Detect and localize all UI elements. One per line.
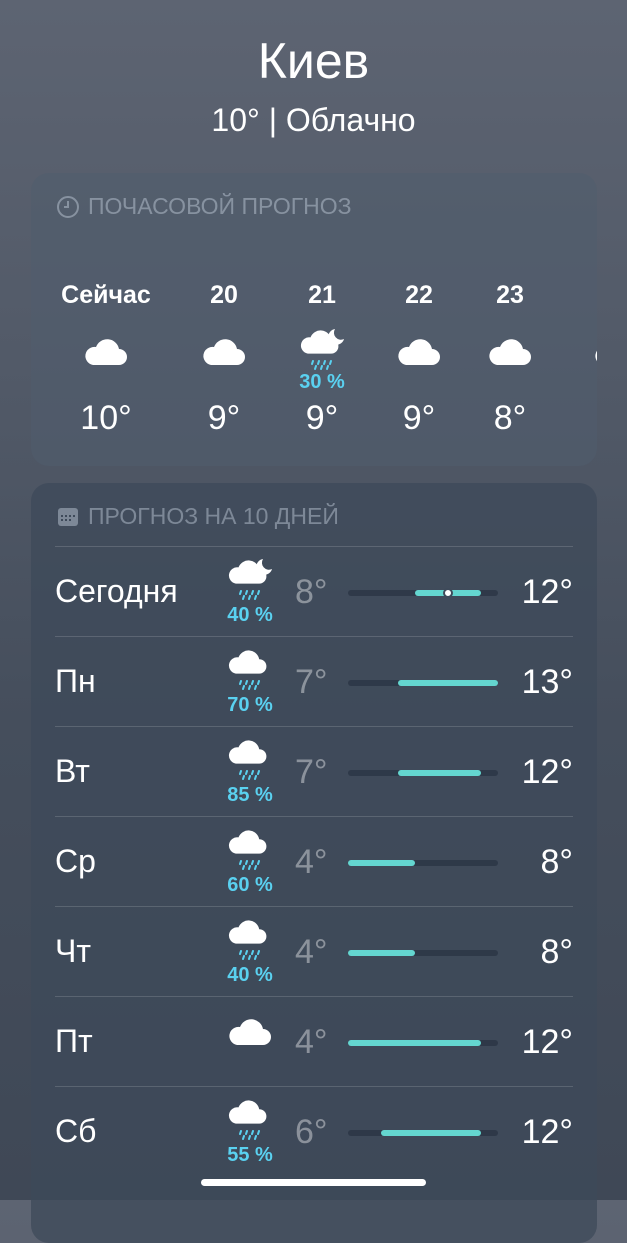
cloud-icon xyxy=(229,1019,271,1045)
cloud-icon xyxy=(595,350,597,362)
temp-range-track xyxy=(348,680,498,686)
hourly-item: 22 9° xyxy=(364,281,474,438)
low-temp: 7° xyxy=(295,663,328,701)
low-temp: 4° xyxy=(295,1023,328,1061)
hourly-item: 0 8° xyxy=(561,281,597,438)
hourly-header: ПОЧАСОВОЙ ПРОГНОЗ xyxy=(56,193,352,220)
city-name: Киев xyxy=(257,33,370,89)
cloud-rain-icon xyxy=(228,920,267,960)
hour-temp: 9° xyxy=(402,399,436,437)
temp-range-bar xyxy=(398,680,498,686)
day-label: Ср xyxy=(55,843,96,879)
hour-label: 23 xyxy=(496,281,524,309)
hourly-forecast-card[interactable]: ПОЧАСОВОЙ ПРОГНОЗ Сейчас 10° 20 9° 21 30 % 9° 2… xyxy=(31,173,597,466)
hour-label: 22 xyxy=(405,281,433,309)
day-label: Пт xyxy=(55,1023,93,1059)
precip-chance: 85 % xyxy=(227,784,273,806)
hourly-item: 20 9° xyxy=(169,281,279,438)
hour-label: Сейчас xyxy=(61,281,151,309)
cloud-rain-icon xyxy=(228,1100,267,1140)
precip-chance: 30 % xyxy=(299,371,345,393)
hour-label: 0 xyxy=(561,281,597,321)
precip-chance: 70 % xyxy=(227,694,273,716)
current-summary: 10° | Облачно xyxy=(211,102,416,138)
daily-header: ПРОГНОЗ НА 10 ДНЕЙ xyxy=(56,503,339,530)
temp-range-track xyxy=(348,588,498,598)
precip-chance: 40 % xyxy=(227,604,273,626)
low-temp: 4° xyxy=(295,933,328,971)
high-temp: 12° xyxy=(521,573,573,611)
temp-range-bar xyxy=(398,770,482,776)
temp-range-bar xyxy=(348,950,415,956)
high-temp: 12° xyxy=(521,753,573,791)
cloud-rain-icon xyxy=(228,830,267,870)
day-row[interactable]: Сегодня 40 % 8° 12° xyxy=(55,546,573,636)
temp-range-bar xyxy=(348,860,415,866)
hourly-title: ПОЧАСОВОЙ ПРОГНОЗ xyxy=(88,193,352,219)
hour-temp: 9° xyxy=(207,399,241,437)
high-temp: 12° xyxy=(521,1023,573,1061)
hourly-item: 23 8° xyxy=(455,281,565,438)
temp-range-track xyxy=(348,770,498,776)
day-label: Сегодня xyxy=(55,573,178,609)
day-row[interactable]: Чт 40 % 4° 8° xyxy=(55,906,573,996)
cloud-moon-rain-icon xyxy=(300,329,344,370)
precip-chance xyxy=(455,371,565,399)
temp-range-track xyxy=(348,1130,498,1136)
hourly-item: 21 30 % 9° xyxy=(267,281,377,438)
current-temp-dot xyxy=(443,588,453,598)
cloud-icon xyxy=(203,339,245,365)
high-temp: 12° xyxy=(521,1113,573,1151)
high-temp: 8° xyxy=(540,933,573,971)
cloud-icon xyxy=(489,339,531,365)
hourly-item: Сейчас 10° xyxy=(51,281,161,438)
hour-temp: 8° xyxy=(561,399,597,438)
high-temp: 13° xyxy=(521,663,573,701)
low-temp: 7° xyxy=(295,753,328,791)
day-label: Чт xyxy=(55,933,91,969)
cloud-icon xyxy=(85,339,127,365)
cloud-rain-icon xyxy=(228,740,267,780)
day-row[interactable]: Ср 60 % 4° 8° xyxy=(55,816,573,906)
low-temp: 6° xyxy=(295,1113,328,1151)
daily-forecast-card[interactable]: ПРОГНОЗ НА 10 ДНЕЙ Сегодня 40 % 8° 12° Пн 70 … xyxy=(31,483,597,1243)
day-row[interactable]: Пн 70 % 7° 13° xyxy=(55,636,573,726)
day-row[interactable]: Вт 85 % 7° 12° xyxy=(55,726,573,816)
cloud-icon xyxy=(398,339,440,365)
cloud-rain-icon xyxy=(228,650,267,690)
precip-chance: 55 % xyxy=(227,1144,273,1166)
cloud-moon-rain-icon xyxy=(228,559,272,600)
day-row[interactable]: Сб 55 % 6° 12° xyxy=(55,1086,573,1176)
calendar-icon xyxy=(58,507,78,526)
home-indicator[interactable] xyxy=(201,1179,426,1186)
precip-chance: 60 % xyxy=(227,874,273,896)
temp-range-bar xyxy=(381,1130,482,1136)
hour-temp: 8° xyxy=(493,399,527,437)
daily-title: ПРОГНОЗ НА 10 ДНЕЙ xyxy=(88,503,339,529)
temp-range-bar xyxy=(348,1040,482,1046)
hour-temp: 10° xyxy=(80,399,132,437)
hour-label: 20 xyxy=(210,281,238,309)
hour-label: 21 xyxy=(308,281,336,309)
day-label: Сб xyxy=(55,1113,97,1149)
precip-chance: 40 % xyxy=(227,964,273,986)
high-temp: 8° xyxy=(540,843,573,881)
day-label: Вт xyxy=(55,753,90,789)
low-temp: 8° xyxy=(295,573,328,611)
day-row[interactable]: Пт 4° 12° xyxy=(55,996,573,1086)
temp-range-track xyxy=(348,950,498,956)
precip-chance xyxy=(169,371,279,399)
clock-icon xyxy=(57,195,79,218)
temp-range-track xyxy=(348,1040,498,1046)
hour-temp: 9° xyxy=(305,399,339,437)
temp-range-track xyxy=(348,860,498,866)
precip-chance xyxy=(561,371,597,399)
low-temp: 4° xyxy=(295,843,328,881)
day-label: Пн xyxy=(55,663,96,699)
precip-chance xyxy=(51,371,161,399)
